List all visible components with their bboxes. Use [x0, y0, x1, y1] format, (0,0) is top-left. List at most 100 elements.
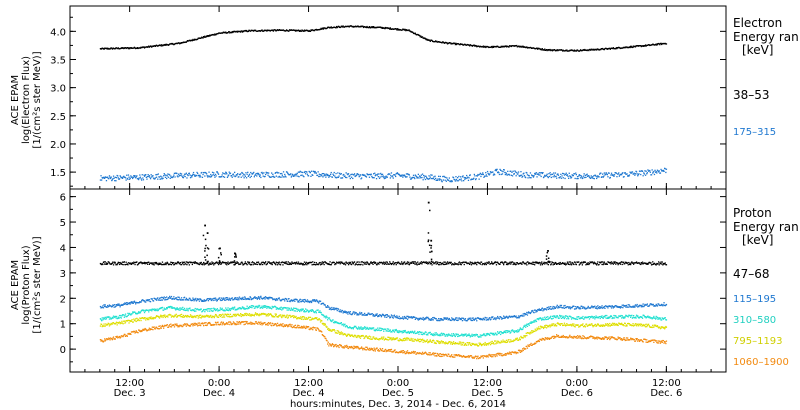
proton-point: [486, 334, 488, 336]
proton-point: [471, 319, 474, 322]
proton-point: [588, 316, 590, 318]
proton-point: [374, 261, 376, 264]
electron-point: [117, 47, 119, 49]
proton-point: [412, 262, 415, 264]
proton-point: [498, 332, 500, 335]
proton-point: [219, 309, 221, 312]
electron-point: [209, 175, 211, 177]
proton-point: [313, 299, 316, 301]
electron-point: [579, 177, 582, 179]
proton-point: [185, 299, 187, 301]
electron-point: [252, 172, 254, 174]
proton-point: [226, 262, 229, 264]
proton-point: [541, 308, 543, 310]
proton-point: [216, 308, 218, 310]
proton-point: [159, 299, 161, 301]
proton-point: [522, 327, 524, 329]
proton-point: [446, 263, 448, 265]
electron-point: [257, 173, 259, 175]
electron-point: [119, 175, 121, 177]
proton-point: [342, 262, 344, 264]
proton-point: [279, 307, 281, 309]
proton-point: [480, 336, 482, 338]
proton-point: [325, 315, 328, 317]
electron-point: [659, 172, 662, 174]
proton-point: [528, 263, 530, 265]
proton-point: [356, 314, 358, 316]
electron-point: [323, 175, 325, 177]
electron-point: [514, 170, 516, 172]
proton-point: [275, 308, 277, 310]
electron-point: [350, 176, 353, 178]
proton-point: [182, 299, 184, 301]
proton-point: [251, 307, 253, 309]
proton-point: [195, 297, 197, 300]
proton-point: [361, 327, 363, 329]
proton-point: [396, 331, 399, 333]
proton-point: [257, 306, 260, 308]
electron-point: [610, 172, 613, 174]
proton-spike-point: [547, 260, 550, 263]
proton-point: [303, 311, 305, 313]
proton-point: [516, 262, 518, 264]
electron-point: [304, 170, 306, 173]
proton-spike-point: [427, 239, 430, 241]
proton-point: [430, 333, 433, 335]
proton-point: [201, 299, 204, 302]
electron-point: [469, 45, 471, 47]
proton-point: [314, 300, 316, 302]
proton-point: [237, 308, 239, 310]
proton-point: [546, 263, 548, 265]
electron-point: [301, 29, 303, 31]
electron-point: [195, 175, 198, 177]
proton-point: [319, 310, 321, 312]
electron-point: [505, 172, 507, 174]
proton-point: [137, 263, 139, 266]
electron-point: [111, 47, 113, 49]
proton-point: [507, 317, 509, 319]
proton-point: [440, 263, 442, 266]
proton-point: [563, 315, 565, 317]
electron-point: [641, 170, 644, 172]
electron-point: [115, 180, 117, 182]
proton-point: [461, 262, 464, 264]
proton-point: [571, 307, 573, 309]
proton-point: [534, 309, 536, 311]
electron-point: [537, 173, 539, 175]
electron-point: [248, 29, 251, 32]
proton-point: [595, 263, 597, 265]
electron-point: [299, 29, 301, 32]
proton-point: [584, 306, 586, 309]
proton-point: [124, 313, 127, 315]
proton-point: [172, 298, 174, 300]
proton-point: [475, 318, 477, 320]
proton-point: [483, 319, 486, 321]
proton-point: [543, 261, 545, 263]
proton-point: [627, 316, 629, 318]
proton-point: [360, 313, 362, 315]
proton-point: [655, 264, 657, 266]
proton-point: [259, 298, 261, 300]
proton-point: [311, 300, 313, 302]
proton-point: [202, 263, 204, 265]
proton-point: [525, 324, 527, 327]
proton-point: [597, 305, 599, 307]
electron-point: [602, 176, 604, 178]
proton-point: [264, 262, 266, 264]
proton-point: [303, 264, 305, 266]
proton-point: [508, 330, 511, 333]
electron-point: [324, 173, 326, 175]
proton-point: [569, 306, 571, 308]
electron-point: [639, 170, 641, 172]
proton-point: [211, 307, 213, 310]
proton-point: [345, 311, 347, 313]
proton-point: [299, 299, 301, 301]
electron-point: [597, 175, 599, 177]
electron-point: [538, 174, 540, 176]
proton-point: [470, 262, 472, 264]
proton-point: [328, 263, 331, 266]
proton-point: [643, 314, 645, 316]
proton-point: [171, 306, 173, 308]
proton-point: [168, 306, 170, 308]
proton-point: [228, 299, 230, 301]
